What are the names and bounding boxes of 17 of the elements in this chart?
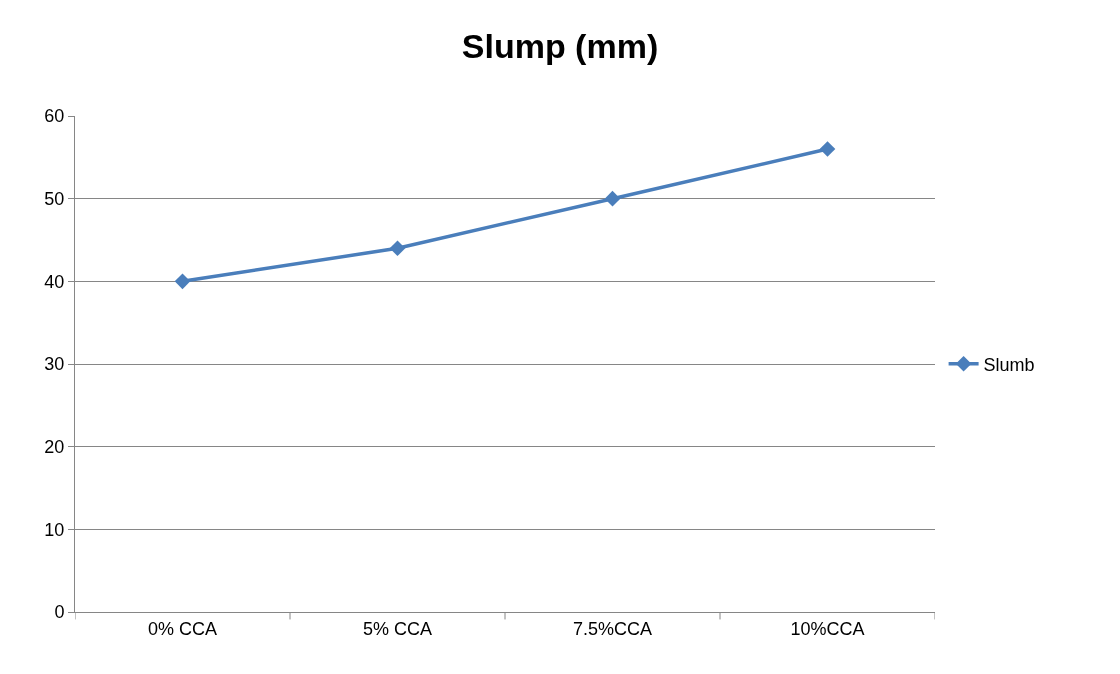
y-tick-label: 0 [54,602,65,623]
y-tick-label: 20 [44,436,65,457]
point [819,141,836,157]
y-tick-label: 10 [44,519,65,540]
y-tick-label: 30 [44,354,65,375]
x-tick-label: 0% CCA [147,618,218,639]
point [174,273,191,290]
x-tick-label: 7.5%CCA [572,618,653,639]
legend-label: Slumb [983,354,1035,375]
point [389,240,406,257]
x-tick-label: 10%CCA [790,618,865,639]
chart-title: Slump (mm) [461,26,659,65]
y-tick-label: 40 [44,271,65,292]
x-tick-label: 5% CCA [362,618,433,639]
y-tick-label: 60 [44,106,65,127]
y-tick-label: 50 [44,188,65,209]
point [604,190,621,207]
